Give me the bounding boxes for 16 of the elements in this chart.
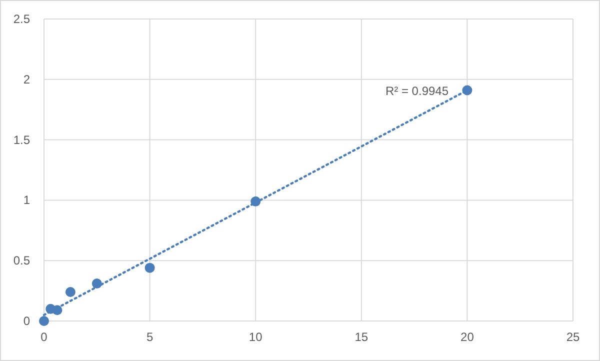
point	[65, 287, 76, 298]
x-tick-label: 5	[146, 330, 154, 344]
y-tick-label: 2.5	[13, 12, 30, 26]
x-tick-label: 20	[460, 330, 474, 344]
annotation: R² = 0.9945	[385, 84, 449, 98]
point	[39, 316, 49, 326]
x-tick-label: 0	[40, 330, 48, 344]
x-tick-label: 15	[354, 330, 368, 344]
x-tick-label: 10	[248, 330, 263, 344]
y-tick-label: 0	[23, 314, 30, 328]
x-tick-label: 25	[566, 330, 580, 344]
y-tick-label: 1	[23, 193, 30, 208]
point	[144, 262, 155, 273]
y-tick-label: 1.5	[13, 132, 30, 147]
y-tick-label: 0.5	[13, 254, 30, 268]
y-tick-label: 2	[23, 72, 30, 86]
